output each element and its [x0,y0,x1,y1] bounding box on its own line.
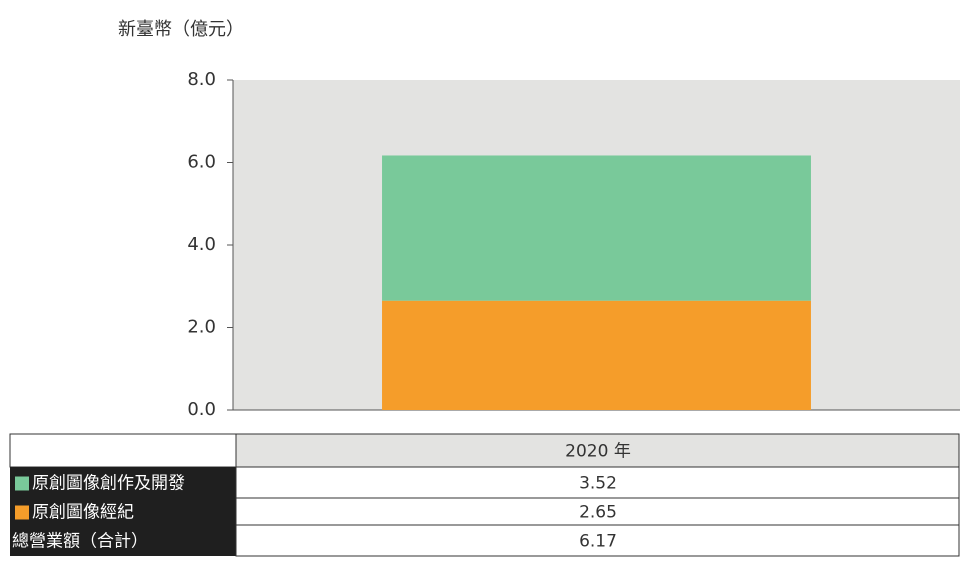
row-label: 原創圖像經紀 [32,503,134,523]
row-label: 原創圖像創作及開發 [32,474,185,494]
bar-segment [382,155,811,301]
row-label-cell [10,467,236,498]
column-header: 2020 年 [565,442,631,462]
y-tick-label: 0.0 [187,399,216,420]
table-value: 3.52 [579,474,617,494]
y-tick-label: 2.0 [187,317,216,338]
table-value: 6.17 [579,532,617,552]
legend-swatch [15,505,29,520]
y-tick-label: 4.0 [187,234,216,255]
bar-segment [382,300,811,410]
value-cell [235,524,960,557]
row-label-cell [10,525,236,556]
y-tick-label: 6.0 [187,152,216,173]
y-axis-label: 新臺幣（億元） [118,19,244,40]
row-label-cell [10,498,236,525]
row-label: 總營業額（合計） [12,532,148,552]
y-tick-label: 8.0 [187,69,216,90]
table-value: 2.65 [579,503,617,523]
table-header-right [235,433,960,468]
table-header-left [9,433,237,468]
legend-swatch [15,476,29,491]
